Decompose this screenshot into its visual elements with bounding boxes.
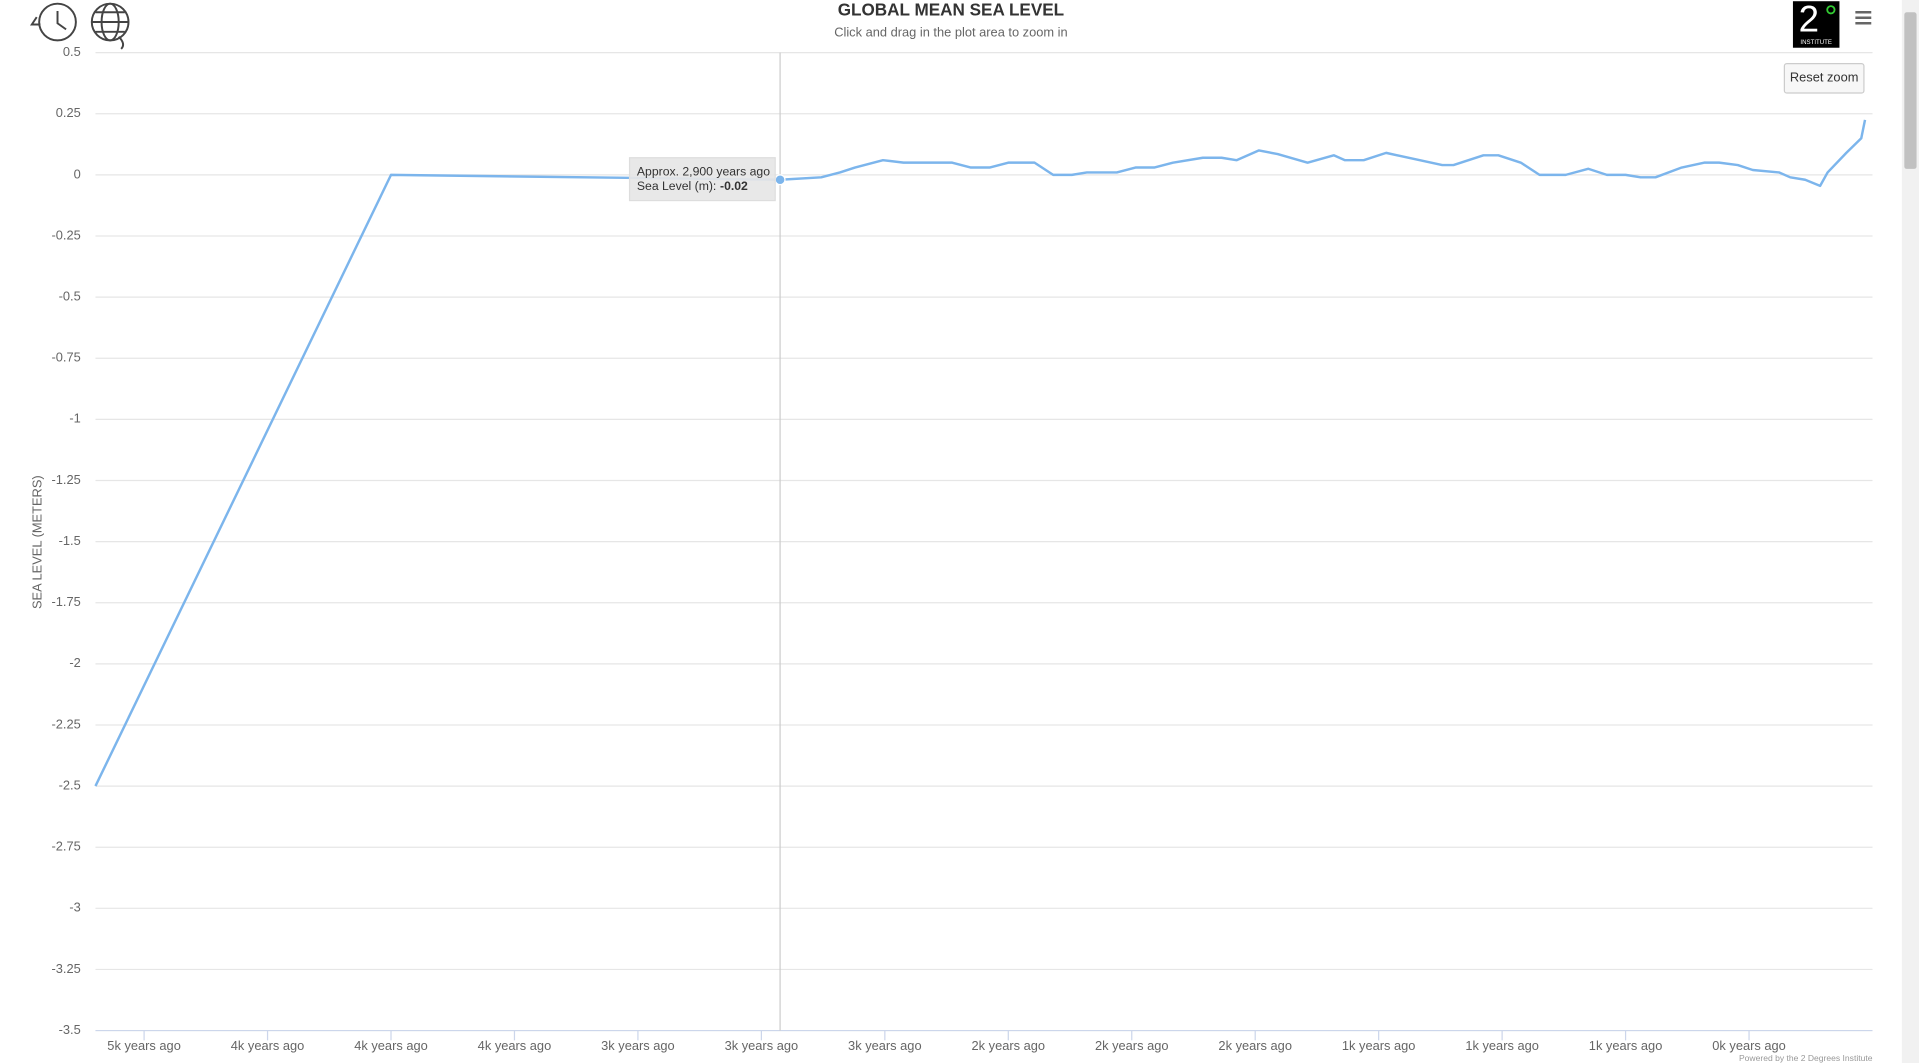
x-tick-label: 0k years ago [1712, 1038, 1786, 1053]
x-tick-label: 2k years ago [1095, 1038, 1169, 1053]
history-icon[interactable] [29, 2, 77, 42]
y-tick-label: 0.5 [63, 44, 81, 59]
tooltip-title: Approx. 2,900 years ago [637, 165, 770, 179]
y-tick-label: -0.5 [59, 289, 81, 304]
y-tick-label: 0 [74, 166, 81, 181]
globe-icon[interactable] [90, 2, 130, 50]
y-tick-label: -1.25 [51, 472, 80, 487]
hover-marker [774, 174, 786, 186]
logo-caption: INSTITUTE [1800, 39, 1832, 46]
chart-subtitle: Click and drag in the plot area to zoom … [834, 24, 1067, 39]
plot [94, 119, 1867, 787]
x-tick-label: 4k years ago [354, 1038, 428, 1053]
x-tick-label: 2k years ago [1218, 1038, 1292, 1053]
x-tick-label: 2k years ago [972, 1038, 1046, 1053]
data-line [94, 119, 1867, 787]
x-tick-label: 1k years ago [1589, 1038, 1663, 1053]
x-tick-label: 3k years ago [848, 1038, 922, 1053]
y-tick-label: -3 [69, 900, 80, 915]
y-tick-label: -2.75 [51, 839, 80, 854]
y-tick-label: -2.5 [59, 777, 81, 792]
scrollbar[interactable] [1901, 0, 1919, 1063]
chart-title: GLOBAL MEAN SEA LEVEL [838, 0, 1064, 20]
tooltip-box [628, 157, 776, 202]
x-tick-label: 4k years ago [231, 1038, 305, 1053]
tooltip-value: -0.02 [720, 179, 748, 193]
logo-numeral: 2 [1799, 0, 1819, 40]
x-tick-label: 1k years ago [1342, 1038, 1416, 1053]
y-tick-label: -2.25 [51, 716, 80, 731]
x-tick-label: 4k years ago [478, 1038, 552, 1053]
x-tick-label: 3k years ago [601, 1038, 675, 1053]
logo[interactable]: 2 INSTITUTE [1792, 0, 1840, 48]
reset-zoom-button[interactable]: Reset zoom [1783, 63, 1865, 94]
y-tick-label: -1.75 [51, 594, 80, 609]
y-tick-label: -3.25 [51, 961, 80, 976]
y-tick-label: -2 [69, 655, 80, 670]
menu-button[interactable] [1855, 11, 1872, 25]
y-tick-label: -0.25 [51, 227, 80, 242]
y-tick-label: 0.25 [56, 105, 81, 120]
y-tick-label: -1.5 [59, 533, 81, 548]
x-tick-label: 5k years ago [107, 1038, 181, 1053]
x-tick-label: 1k years ago [1465, 1038, 1539, 1053]
credits[interactable]: Powered by the 2 Degrees Institute [1739, 1053, 1873, 1063]
x-tick-label: 3k years ago [725, 1038, 799, 1053]
grid: 0.5 0.25 0 -0.25 -0.5 -0.75 -1 -1.25 -1.5 -1.75 -2… [51, 44, 1873, 1053]
reset-zoom-label: Reset zoom [1790, 70, 1859, 85]
y-axis-label: SEA LEVEL (METERS) [29, 475, 44, 609]
tooltip-label: Sea Level (m): [637, 179, 716, 193]
y-tick-label: -0.75 [51, 350, 80, 365]
y-tick-label: -3.5 [59, 1022, 81, 1037]
tooltip-body: Sea Level (m): -0.02 [637, 179, 748, 193]
y-tick-label: -1 [69, 411, 80, 426]
